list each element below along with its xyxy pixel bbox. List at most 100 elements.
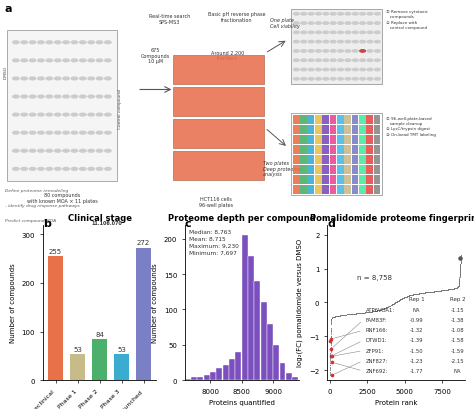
Point — [356, 310, 363, 317]
Point — [327, 340, 335, 346]
Point — [385, 303, 393, 310]
Point — [385, 303, 392, 310]
Point — [446, 286, 454, 293]
Point — [385, 303, 393, 310]
Point — [396, 297, 403, 303]
Point — [403, 293, 411, 300]
Point — [348, 311, 356, 317]
Point — [346, 311, 354, 318]
Point — [446, 286, 453, 293]
Point — [455, 283, 462, 290]
Point — [351, 310, 359, 317]
Point — [438, 288, 446, 294]
Point — [341, 312, 349, 318]
Point — [414, 291, 422, 297]
Point — [361, 310, 368, 316]
Point — [422, 290, 430, 296]
Point — [383, 305, 390, 311]
Point — [379, 306, 386, 313]
Point — [436, 288, 444, 294]
Point — [439, 288, 447, 294]
Point — [441, 287, 449, 294]
Point — [354, 310, 362, 317]
Point — [418, 290, 425, 297]
Point — [345, 311, 353, 318]
Point — [449, 285, 457, 292]
Point — [367, 309, 374, 315]
Point — [387, 302, 395, 309]
Point — [412, 291, 420, 297]
Point — [328, 315, 336, 321]
Point — [354, 310, 362, 317]
Point — [396, 297, 404, 303]
Point — [410, 291, 418, 298]
Point — [455, 281, 463, 288]
Point — [382, 305, 390, 311]
Point — [328, 315, 336, 321]
Point — [410, 291, 418, 298]
Point — [416, 290, 424, 297]
Point — [382, 305, 390, 311]
Point — [378, 306, 385, 313]
Point — [453, 285, 460, 291]
Point — [396, 297, 404, 303]
Point — [405, 292, 413, 299]
Point — [370, 308, 378, 315]
Point — [336, 312, 343, 319]
Point — [385, 303, 392, 310]
Point — [409, 292, 417, 298]
Point — [370, 308, 378, 315]
Circle shape — [323, 69, 328, 72]
Point — [444, 287, 452, 293]
Point — [395, 297, 402, 304]
Point — [410, 292, 417, 298]
Point — [411, 291, 419, 298]
Point — [396, 297, 403, 303]
Point — [416, 290, 424, 297]
Point — [435, 288, 443, 294]
Point — [374, 307, 382, 314]
Point — [366, 309, 374, 315]
Point — [447, 286, 454, 293]
Point — [450, 285, 457, 292]
Point — [447, 286, 454, 293]
Point — [412, 291, 420, 297]
Point — [450, 285, 458, 292]
Point — [428, 289, 436, 295]
Point — [439, 287, 447, 294]
Point — [392, 299, 400, 306]
Point — [381, 306, 388, 312]
Point — [422, 290, 429, 296]
Point — [410, 292, 417, 298]
Point — [354, 310, 361, 317]
Point — [366, 309, 374, 315]
Point — [395, 297, 402, 304]
Point — [439, 288, 447, 294]
Point — [382, 305, 389, 312]
Point — [441, 287, 448, 294]
Point — [454, 284, 461, 291]
Point — [392, 299, 400, 306]
Point — [439, 288, 447, 294]
Point — [400, 295, 408, 301]
Point — [455, 282, 463, 288]
Point — [348, 311, 356, 317]
Point — [380, 306, 387, 312]
Point — [440, 287, 448, 294]
Point — [434, 288, 442, 294]
Point — [391, 300, 399, 306]
Point — [432, 288, 439, 295]
Point — [361, 310, 369, 316]
Point — [344, 311, 351, 318]
Point — [377, 307, 384, 313]
Point — [359, 310, 366, 316]
Point — [332, 313, 339, 320]
Point — [405, 293, 412, 299]
Point — [370, 308, 377, 315]
Point — [418, 290, 425, 297]
Point — [388, 302, 395, 308]
Point — [446, 286, 453, 293]
Point — [436, 288, 443, 294]
Point — [357, 310, 365, 317]
Point — [416, 290, 424, 297]
